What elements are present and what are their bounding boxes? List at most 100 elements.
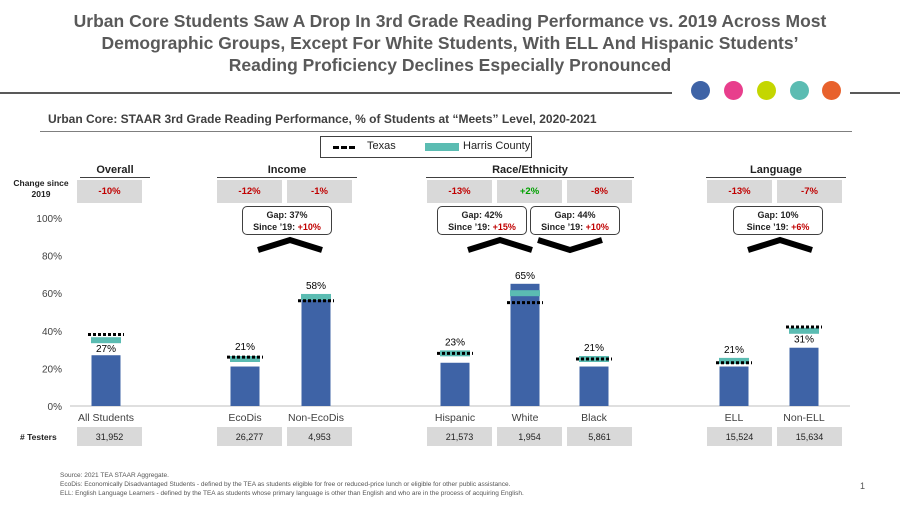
decor-dot-4 — [790, 81, 809, 100]
gap-language-line1: Gap: 10% — [757, 210, 799, 220]
footnote-ell: ELL: English Language Learners - defined… — [60, 490, 524, 497]
gap-income-line2: Since ’19: +10% — [243, 221, 331, 233]
gap-box-income: Gap: 37% Since ’19: +10% — [242, 206, 332, 235]
legend-texas-label: Texas — [367, 140, 396, 152]
gap-brace-language — [747, 236, 813, 253]
harris-marker-2 — [301, 293, 331, 300]
testers-ecodis: 26,277 — [217, 427, 282, 446]
group-language-rule — [706, 177, 846, 178]
change-ecodis: -12% — [217, 180, 282, 203]
title-divider-left — [0, 92, 672, 94]
footnote-ecodis: EcoDis: Economically Disadvantaged Stude… — [60, 481, 511, 488]
group-income-label: Income — [267, 164, 307, 176]
change-white: +2% — [497, 180, 562, 203]
bar-1 — [230, 366, 260, 406]
change-black: -8% — [567, 180, 632, 203]
change-hispanic: -13% — [427, 180, 492, 203]
gap-income-since-label: Since ’19: — [253, 222, 298, 232]
page-number: 1 — [860, 481, 866, 491]
gap-hispanic-white-since-label: Since ’19: — [448, 222, 493, 232]
gap-box-hispanic-white: Gap: 42% Since ’19: +15% — [437, 206, 527, 235]
group-income-rule — [217, 177, 357, 178]
bar-7 — [789, 347, 819, 406]
value-label-7: 31% — [794, 335, 814, 346]
x-tick-label-5: Black — [581, 412, 607, 424]
gap-hispanic-white-since-value: +15% — [492, 222, 516, 232]
testers-non-ell: 15,634 — [777, 427, 842, 446]
decor-dot-1 — [691, 81, 710, 100]
x-tick-label-6: ELL — [725, 412, 744, 424]
bar-5 — [579, 366, 609, 406]
group-overall-rule — [80, 177, 150, 178]
gap-white-black-since-label: Since ’19: — [541, 222, 586, 232]
y-tick-label: 40% — [42, 327, 62, 338]
testers-hispanic: 21,573 — [427, 427, 492, 446]
group-race-rule — [426, 177, 634, 178]
gap-language-since-value: +6% — [791, 222, 810, 232]
value-label-1: 21% — [235, 342, 255, 353]
value-label-0: 27% — [96, 344, 116, 355]
gap-brace-hispanic-white — [467, 236, 533, 253]
change-non-ell: -7% — [777, 180, 842, 203]
gap-language-since-label: Since ’19: — [746, 222, 792, 232]
harris-marker-0 — [91, 337, 121, 344]
bar-6 — [719, 366, 749, 406]
gap-box-language: Gap: 10% Since ’19: +6% — [733, 206, 823, 235]
bar-4 — [510, 283, 540, 406]
bar-2 — [301, 296, 331, 406]
x-tick-label-4: White — [512, 412, 539, 424]
x-tick-label-2: Non-EcoDis — [288, 412, 344, 424]
harris-marker-7 — [789, 327, 819, 334]
chart-subtitle: Urban Core: STAAR 3rd Grade Reading Perf… — [48, 112, 597, 126]
gap-income-since-value: +10% — [297, 222, 321, 232]
change-all-students: -10% — [77, 180, 142, 203]
value-label-6: 21% — [724, 345, 744, 356]
gap-income-line1: Gap: 37% — [266, 210, 308, 220]
group-language-label: Language — [750, 164, 802, 176]
title-line-1: Urban Core Students Saw A Drop In 3rd Gr… — [73, 11, 827, 31]
gap-white-black-line2: Since ’19: +10% — [531, 221, 619, 233]
value-label-5: 21% — [584, 343, 604, 354]
group-overall-label: Overall — [96, 164, 134, 176]
testers-all-students: 31,952 — [77, 427, 142, 446]
y-tick-label: 80% — [42, 252, 62, 263]
x-tick-label-3: Hispanic — [435, 412, 475, 424]
harris-marker-1 — [230, 356, 260, 362]
decor-dot-3 — [757, 81, 776, 100]
decor-dot-2 — [724, 81, 743, 100]
gap-white-black-since-value: +10% — [585, 222, 609, 232]
bar-0 — [91, 355, 121, 406]
testers-non-ecodis: 4,953 — [287, 427, 352, 446]
gap-brace-white-black — [537, 237, 603, 254]
gap-brace-income — [257, 236, 323, 253]
harris-marker-4 — [510, 290, 540, 297]
y-tick-label: 0% — [48, 402, 63, 413]
y-tick-label: 60% — [42, 289, 62, 300]
y-tick-label: 100% — [36, 214, 62, 225]
y-tick-label: 20% — [42, 364, 62, 375]
gap-hispanic-white-line1: Gap: 42% — [461, 210, 503, 220]
title-line-3: Reading Proficiency Declines Especially … — [228, 55, 672, 75]
bar-3 — [440, 362, 470, 406]
value-label-3: 23% — [445, 337, 465, 348]
testers-label: # Testers — [20, 432, 57, 442]
value-label-2: 58% — [306, 281, 326, 292]
testers-white: 1,954 — [497, 427, 562, 446]
change-ell: -13% — [707, 180, 772, 203]
group-race-label: Race/Ethnicity — [492, 164, 568, 176]
subtitle-divider — [40, 131, 852, 132]
x-tick-label-0: All Students — [78, 412, 134, 424]
change-non-ecodis: -1% — [287, 180, 352, 203]
gap-white-black-line1: Gap: 44% — [554, 210, 596, 220]
title-line-2: Demographic Groups, Except For White Stu… — [101, 33, 799, 53]
legend-texas-swatch — [333, 146, 355, 149]
testers-ell: 15,524 — [707, 427, 772, 446]
chart-legend: Texas Harris County — [320, 136, 532, 158]
gap-box-white-black: Gap: 44% Since ’19: +10% — [530, 206, 620, 235]
change-since-2019-label: Change since 2019 — [13, 178, 69, 199]
harris-marker-6 — [719, 357, 749, 364]
x-tick-label-7: Non-ELL — [783, 412, 825, 424]
gap-language-line2: Since ’19: +6% — [734, 221, 822, 233]
title-divider-right — [850, 92, 900, 94]
